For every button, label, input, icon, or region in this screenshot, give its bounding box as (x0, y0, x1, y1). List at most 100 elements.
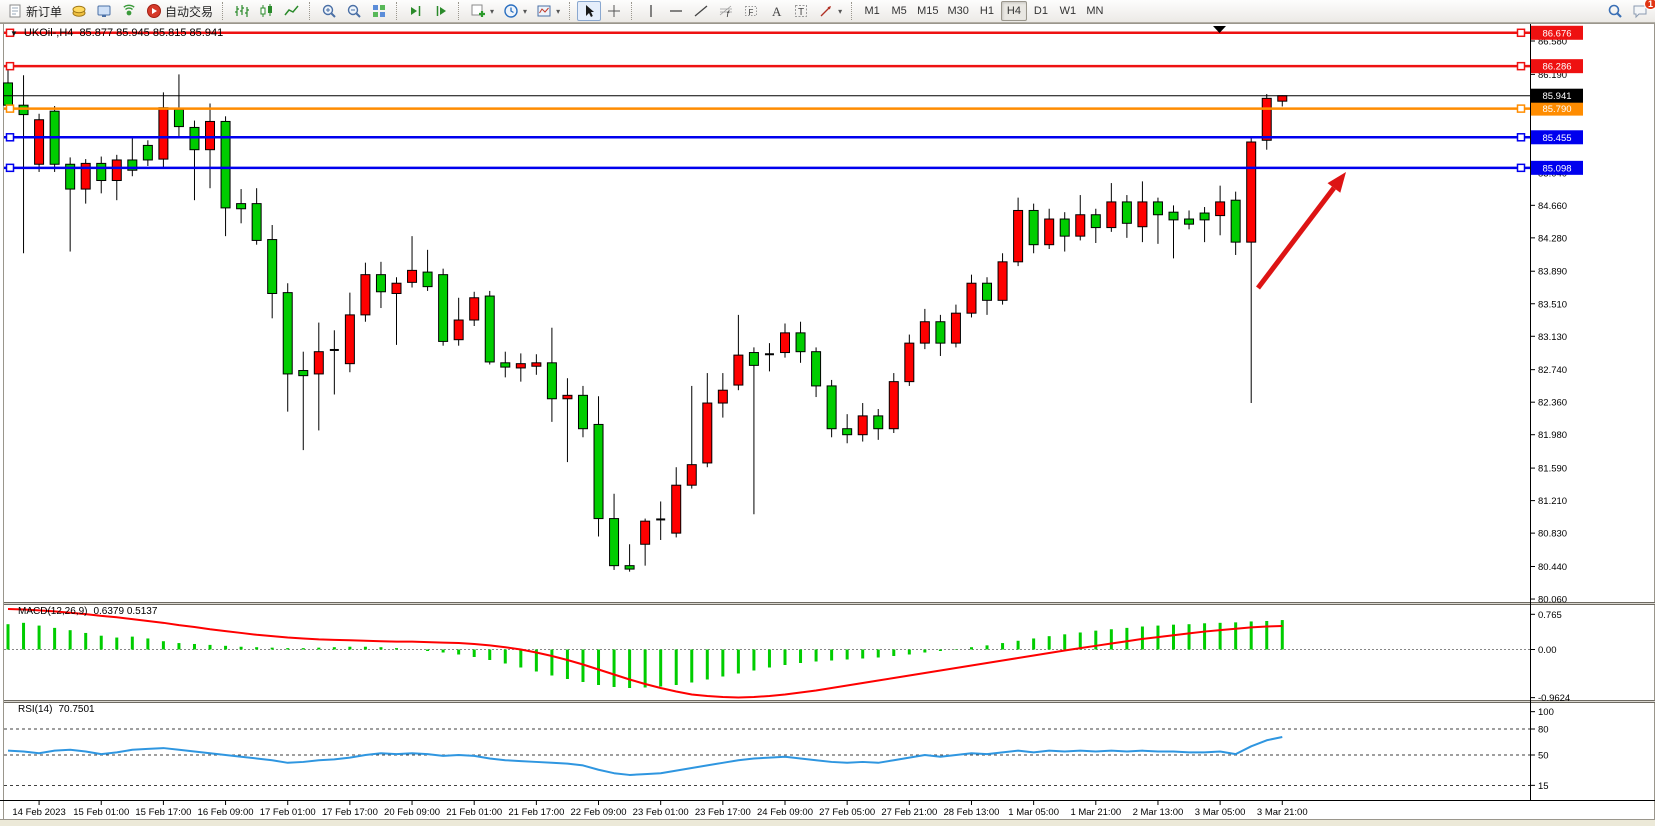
monitor-icon (97, 5, 111, 17)
macd-values: 0.6379 0.5137 (93, 606, 158, 617)
panel-splitter[interactable] (4, 700, 1655, 703)
line-handle[interactable] (1516, 104, 1526, 113)
autotrade-icon (147, 4, 162, 18)
line-handle[interactable] (5, 104, 15, 113)
search-button[interactable] (1603, 1, 1627, 21)
zoomout-icon (347, 4, 361, 18)
arrows-button[interactable]: ▾ (814, 1, 846, 21)
time-tick-label: 16 Feb 09:00 (198, 807, 254, 818)
bear-candle (422, 271, 433, 288)
price-badge-label: 86.676 (1542, 28, 1571, 39)
bull-candle (158, 107, 169, 160)
timeframe-button-m30[interactable]: M30 (947, 5, 969, 17)
timeframe-button-h1[interactable]: H1 (979, 5, 994, 17)
time-tick-label: 21 Feb 17:00 (508, 807, 564, 818)
line-handle[interactable] (1516, 163, 1526, 173)
crosshair-button[interactable] (602, 1, 626, 21)
timeframe-button-w1[interactable]: W1 (1059, 5, 1077, 17)
textT-icon: T (795, 5, 808, 18)
periods-button[interactable]: ▾ (499, 1, 531, 21)
new-order-button[interactable]: 新订单 (3, 1, 66, 21)
chart-shift-button[interactable] (429, 1, 453, 21)
rsi-value: 70.7501 (58, 704, 95, 715)
bar-chart-button[interactable] (230, 1, 254, 21)
bear-candle (298, 370, 309, 377)
vertical-line-button[interactable] (639, 1, 663, 21)
chart-shift-marker[interactable] (1213, 26, 1226, 33)
auto-scroll-button[interactable] (404, 1, 428, 21)
doji-bar (656, 518, 666, 521)
price-badge-label: 85.941 (1542, 91, 1571, 102)
window-bottom-strip (0, 820, 1655, 826)
timeframe-button-m5[interactable]: M5 (891, 5, 907, 17)
line-handle[interactable] (5, 133, 15, 142)
macd-tick-label: 0.765 (1538, 610, 1562, 621)
rsi-line[interactable] (7, 736, 1283, 776)
bear-candle (1184, 218, 1195, 225)
ohlc-values: 85.877 85.945 85.815 85.941 (79, 27, 224, 39)
add-indicator-button[interactable]: ▾ (466, 1, 498, 21)
time-tick-label: 22 Feb 09:00 (571, 807, 627, 818)
annotation-arrow-head[interactable] (1327, 172, 1346, 193)
templates-button[interactable]: ▾ (532, 1, 564, 21)
bull-candle (407, 269, 418, 283)
timeframe-button-m15[interactable]: M15 (917, 5, 939, 17)
price-tick-label: 84.660 (1538, 201, 1567, 212)
zoom-out-button[interactable] (342, 1, 366, 21)
price-tick-label: 81.210 (1538, 496, 1567, 507)
cursor-button[interactable] (577, 1, 602, 21)
dropdown-arrow-icon[interactable]: ▾ (838, 6, 843, 16)
price-badge (1531, 59, 1583, 74)
timeframe-button-d1[interactable]: D1 (1033, 5, 1048, 17)
price-badge (1531, 130, 1583, 145)
zoom-in-button[interactable] (317, 1, 341, 21)
timeframe-button-mn[interactable]: MN (1086, 5, 1104, 17)
line-handle[interactable] (5, 28, 15, 38)
bull-candle (1106, 201, 1117, 229)
line-chart-button[interactable] (280, 1, 304, 21)
doji-bar (329, 348, 339, 351)
annotation-arrow-shaft[interactable] (1256, 186, 1336, 290)
line-handle[interactable] (5, 163, 15, 173)
timeframe-button-h4[interactable]: H4 (1000, 1, 1027, 21)
line-handle[interactable] (1516, 133, 1526, 142)
tile-windows-button[interactable] (367, 1, 391, 21)
timeframe-button-m1[interactable]: M1 (864, 5, 880, 17)
toolbar-separator (631, 2, 634, 20)
time-tick-label: 21 Feb 01:00 (446, 807, 502, 818)
line-handle[interactable] (5, 61, 15, 71)
price-badge-label: 85.790 (1542, 104, 1571, 115)
macd-signal-line[interactable] (7, 608, 1283, 699)
bull-candle (313, 351, 324, 375)
fibo-expansion-button[interactable]: F (739, 1, 763, 21)
line-handle[interactable] (1516, 28, 1526, 38)
text-label-button[interactable]: T (789, 1, 813, 21)
line-handle[interactable] (1516, 61, 1526, 71)
bull-candle (717, 389, 728, 404)
market-watch-button[interactable] (67, 1, 91, 21)
macd-label: MACD(12,26,9) 0.6379 0.5137 (18, 606, 157, 617)
dropdown-arrow-icon[interactable]: ▾ (556, 6, 561, 16)
dropdown-arrow-icon[interactable]: ▾ (523, 6, 528, 16)
fibonacci-button[interactable]: f (714, 1, 738, 21)
bull-candle (1215, 201, 1226, 217)
candlestick-chart-button[interactable] (255, 1, 279, 21)
rsi-tick-label: 50 (1538, 751, 1549, 762)
crosshair-icon (608, 5, 621, 17)
text-button[interactable]: A (764, 1, 788, 21)
navigator-button[interactable] (117, 1, 141, 21)
bull-candle (344, 314, 355, 365)
coins-icon (72, 5, 86, 17)
autotrading-button[interactable]: 自动交易 (142, 1, 217, 21)
data-window-button[interactable] (92, 1, 116, 21)
symbol-dropdown-icon[interactable]: ▼ (10, 28, 18, 38)
panel-splitter[interactable] (4, 602, 1655, 605)
dropdown-arrow-icon[interactable]: ▾ (490, 6, 495, 16)
rsi-label: RSI(14) 70.7501 (18, 704, 95, 715)
chat-button[interactable]: 1 (1628, 0, 1655, 21)
bull-candle (1013, 209, 1024, 263)
horizontal-line-button[interactable] (664, 1, 688, 21)
trendline-button[interactable] (689, 1, 713, 21)
bear-candle (96, 162, 107, 182)
